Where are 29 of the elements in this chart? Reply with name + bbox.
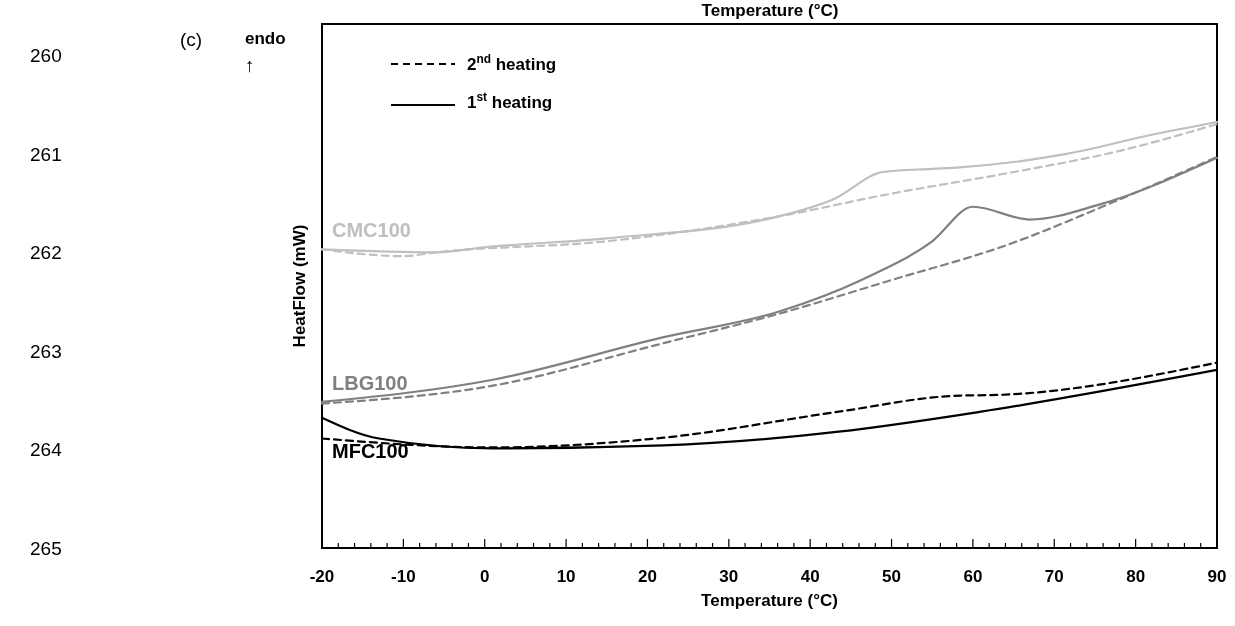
text: 1$^{st}$ heating xyxy=(467,90,553,112)
text: 265 xyxy=(30,538,62,559)
x-tick-label: 40 xyxy=(800,567,820,586)
x-tick-label: 70 xyxy=(1044,567,1064,586)
x-tick-label: 0 xyxy=(479,567,490,586)
x-tick-label: -10 xyxy=(391,567,416,586)
x-axis-title: Temperature (°C) xyxy=(701,591,838,610)
y-axis-title: HeatFlow (mW) xyxy=(290,224,309,348)
text: 263 xyxy=(30,340,62,362)
x-tick-label: 90 xyxy=(1207,567,1227,586)
series-label: CMC100 xyxy=(332,219,411,242)
text: 2$^{nd}$ heating xyxy=(467,52,557,74)
text: Temperature (°C) xyxy=(701,1,839,20)
x-tick-label: 30 xyxy=(719,567,739,586)
x-tick-label: 10 xyxy=(556,567,576,586)
x-tick-label: 20 xyxy=(637,567,657,586)
x-tick-label: -20 xyxy=(309,567,335,586)
text: ↑ xyxy=(245,55,255,76)
x-tick-label: 80 xyxy=(1126,567,1146,586)
series-label: MFC100 xyxy=(332,439,409,462)
text: 261 xyxy=(30,143,62,165)
series-label: LBG100 xyxy=(332,371,408,394)
text: (c) xyxy=(180,29,203,50)
x-tick-label: 50 xyxy=(882,567,902,586)
text: 264 xyxy=(30,439,63,461)
text: endo xyxy=(245,29,286,48)
x-tick-label: 60 xyxy=(963,567,983,586)
text: 262 xyxy=(30,242,62,264)
text: 260 xyxy=(30,45,62,66)
